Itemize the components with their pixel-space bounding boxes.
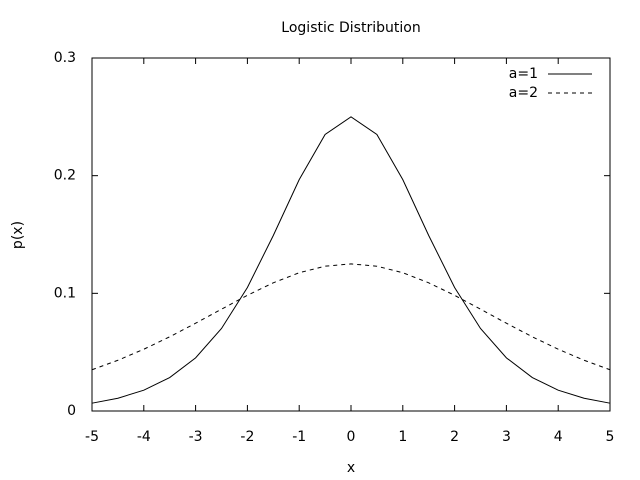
y-tick-label: 0.2 [54, 168, 76, 184]
y-tick-label: 0 [67, 403, 76, 419]
x-tick-label: -4 [137, 429, 151, 445]
x-tick-label: 4 [554, 429, 563, 445]
legend-label: a=2 [509, 85, 538, 101]
x-tick-label: 0 [347, 429, 356, 445]
legend-label: a=1 [509, 66, 538, 82]
x-tick-label: -5 [85, 429, 99, 445]
x-tick-label: -3 [189, 429, 203, 445]
plot-frame [91, 57, 611, 412]
x-axis-label: x [347, 460, 355, 476]
series-line [91, 263, 611, 371]
x-tick-label: -2 [240, 429, 254, 445]
y-axis-label: p(x) [10, 221, 26, 249]
y-tick-label: 0.1 [54, 285, 76, 301]
y-tick-label: 0.3 [54, 50, 76, 66]
x-tick-label: -1 [292, 429, 306, 445]
series-line [91, 116, 611, 404]
chart-title: Logistic Distribution [281, 20, 420, 36]
x-tick-label: 1 [398, 429, 407, 445]
x-tick-label: 5 [606, 429, 615, 445]
x-tick-label: 3 [502, 429, 511, 445]
x-tick-label: 2 [450, 429, 459, 445]
